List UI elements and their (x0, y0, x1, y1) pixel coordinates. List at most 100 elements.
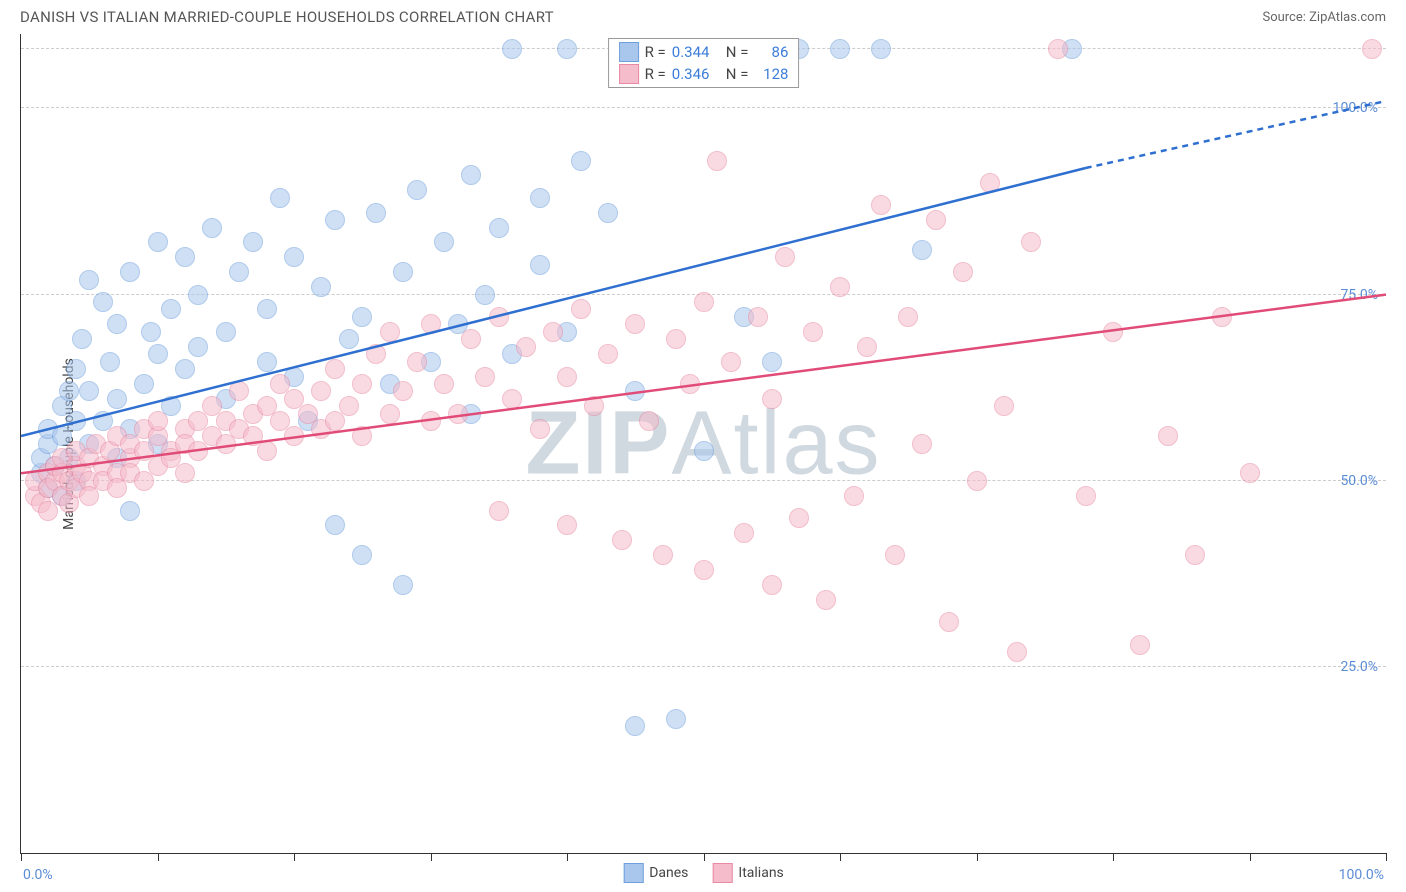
scatter-point (366, 344, 386, 364)
scatter-point (434, 232, 454, 252)
scatter-point (830, 277, 850, 297)
scatter-point (352, 426, 372, 446)
x-tick (431, 853, 432, 861)
scatter-point (1007, 642, 1027, 662)
scatter-point (339, 396, 359, 416)
scatter-point (530, 255, 550, 275)
scatter-point (898, 307, 918, 327)
x-tick (704, 853, 705, 861)
chart-area: Married-couple Households ZIPAtlas 25.0%… (20, 34, 1386, 854)
scatter-point (1158, 426, 1178, 446)
scatter-point (775, 247, 795, 267)
scatter-point (871, 39, 891, 59)
x-tick (840, 853, 841, 861)
scatter-point (1021, 232, 1041, 252)
x-tick (158, 853, 159, 861)
scatter-point (584, 396, 604, 416)
scatter-point (421, 411, 441, 431)
scatter-point (912, 434, 932, 454)
scatter-point (1048, 39, 1068, 59)
legend-stats: R = 0.344 N = 86 R = 0.346 N = 128 (608, 38, 800, 88)
scatter-point (352, 374, 372, 394)
scatter-point (407, 352, 427, 372)
scatter-point (639, 411, 659, 431)
scatter-point (66, 411, 86, 431)
scatter-point (352, 307, 372, 327)
legend-r-value-danes: 0.344 (672, 43, 720, 61)
scatter-point (148, 232, 168, 252)
legend-swatch-danes (619, 42, 639, 62)
scatter-point (707, 151, 727, 171)
scatter-point (366, 203, 386, 223)
scatter-point (393, 262, 413, 282)
scatter-point (666, 329, 686, 349)
y-tick-label: 75.0% (1340, 287, 1378, 303)
scatter-point (461, 329, 481, 349)
scatter-point (107, 314, 127, 334)
scatter-point (325, 210, 345, 230)
scatter-point (912, 240, 932, 260)
scatter-point (694, 292, 714, 312)
x-tick (21, 853, 22, 861)
legend-stats-row-danes: R = 0.344 N = 86 (609, 41, 799, 63)
scatter-point (789, 508, 809, 528)
scatter-point (830, 39, 850, 59)
scatter-point (175, 463, 195, 483)
scatter-point (489, 218, 509, 238)
scatter-point (284, 247, 304, 267)
scatter-point (257, 352, 277, 372)
x-tick (1386, 853, 1387, 861)
scatter-point (325, 515, 345, 535)
scatter-point (148, 411, 168, 431)
legend-swatch-italians (619, 64, 639, 84)
scatter-point (543, 322, 563, 342)
scatter-point (871, 195, 891, 215)
scatter-point (161, 299, 181, 319)
x-tick (977, 853, 978, 861)
scatter-point (79, 270, 99, 290)
scatter-point (598, 344, 618, 364)
scatter-point (175, 247, 195, 267)
scatter-point (475, 367, 495, 387)
scatter-point (311, 381, 331, 401)
legend-n-label: N = (726, 65, 749, 83)
legend-label-danes: Danes (649, 865, 688, 881)
legend-r-label: R = (645, 65, 666, 83)
scatter-point (530, 188, 550, 208)
scatter-point (748, 307, 768, 327)
scatter-point (1362, 39, 1382, 59)
scatter-point (380, 404, 400, 424)
scatter-point (666, 709, 686, 729)
scatter-point (434, 374, 454, 394)
scatter-point (257, 299, 277, 319)
y-tick-label: 100.0% (1333, 100, 1378, 116)
scatter-point (680, 374, 700, 394)
plot-area: 25.0%50.0%75.0%100.0% (21, 34, 1386, 853)
scatter-point (270, 188, 290, 208)
chart-header: DANISH VS ITALIAN MARRIED-COUPLE HOUSEHO… (0, 0, 1406, 30)
scatter-point (93, 292, 113, 312)
scatter-point (141, 322, 161, 342)
scatter-point (625, 716, 645, 736)
scatter-point (516, 337, 536, 357)
scatter-point (79, 381, 99, 401)
scatter-point (857, 337, 877, 357)
scatter-point (612, 530, 632, 550)
scatter-point (530, 419, 550, 439)
scatter-point (311, 277, 331, 297)
chart-title: DANISH VS ITALIAN MARRIED-COUPLE HOUSEHO… (20, 8, 554, 26)
gridline (21, 107, 1386, 108)
legend-stats-row-italians: R = 0.346 N = 128 (609, 63, 799, 85)
scatter-point (448, 404, 468, 424)
scatter-point (939, 612, 959, 632)
scatter-point (72, 329, 92, 349)
scatter-point (188, 285, 208, 305)
scatter-point (967, 471, 987, 491)
gridline (21, 666, 1386, 667)
scatter-point (885, 545, 905, 565)
scatter-point (380, 322, 400, 342)
scatter-point (816, 590, 836, 610)
scatter-point (1212, 307, 1232, 327)
scatter-point (107, 389, 127, 409)
x-tick (1113, 853, 1114, 861)
